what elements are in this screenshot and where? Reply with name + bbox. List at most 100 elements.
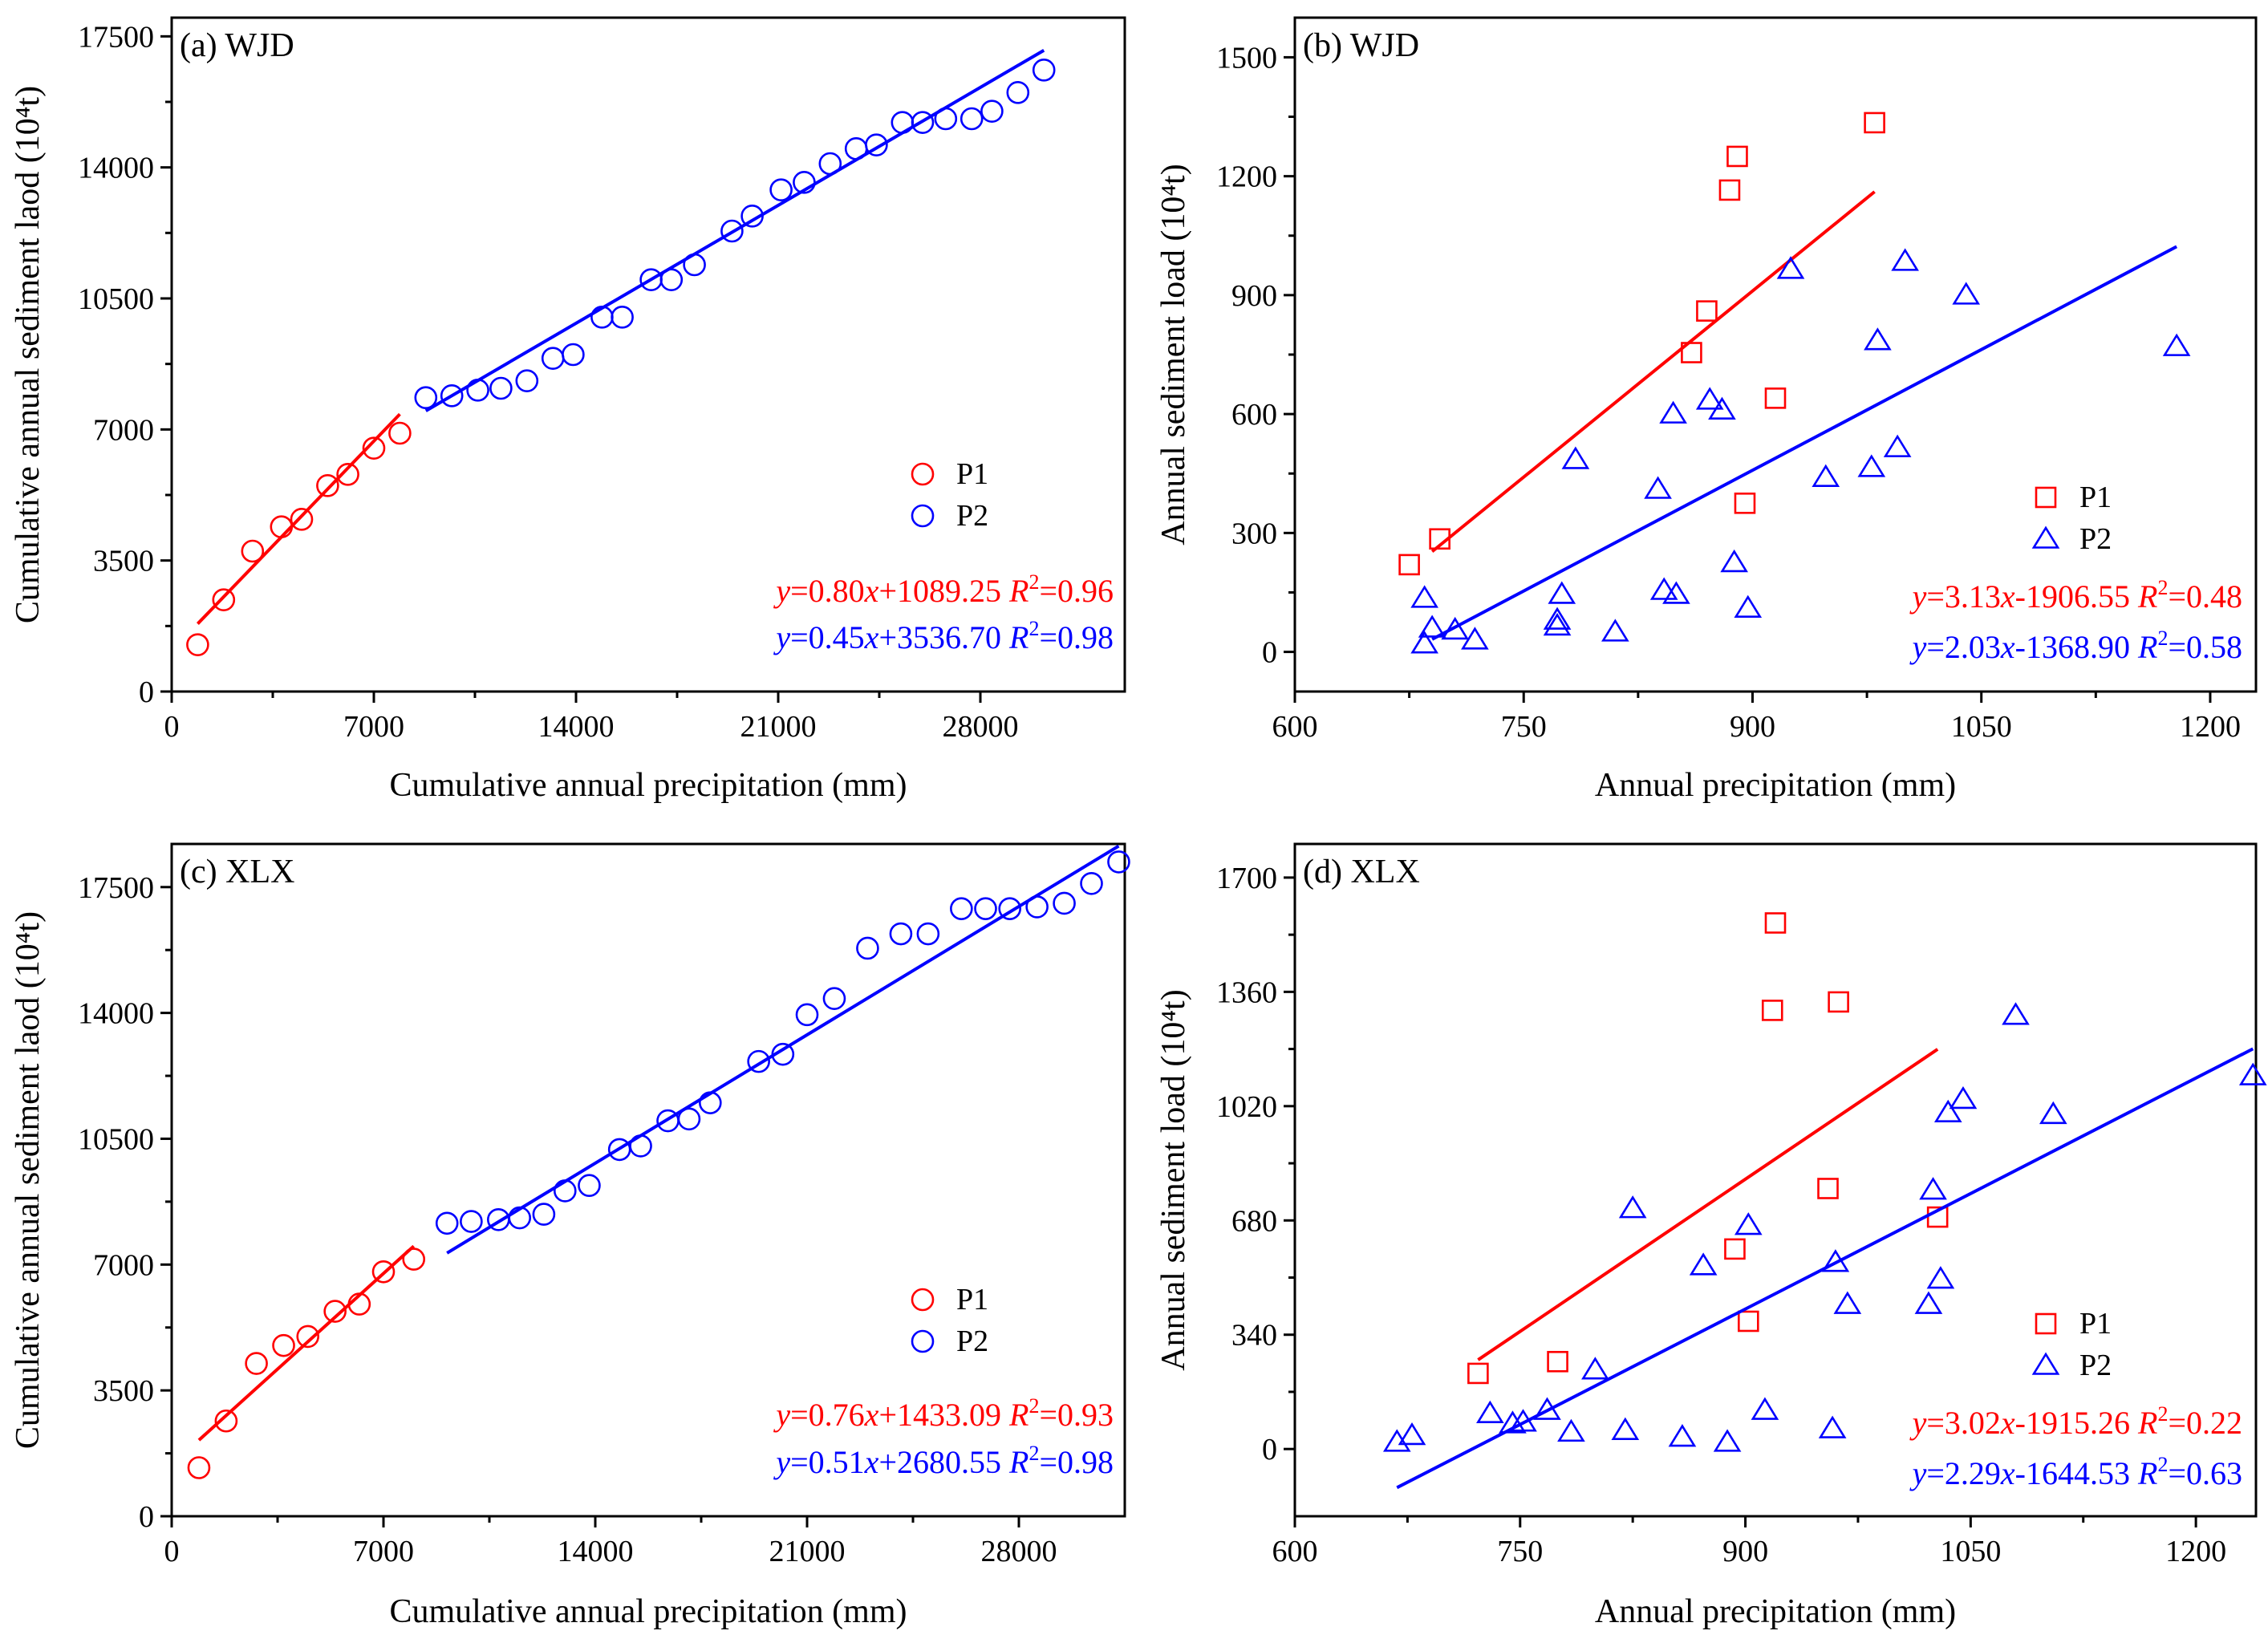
y-tick-label: 600 bbox=[1231, 398, 1277, 432]
data-point-p2 bbox=[487, 1207, 510, 1231]
data-point-p2 bbox=[1720, 549, 1748, 573]
data-point-p2 bbox=[1933, 1099, 1962, 1122]
data-point-p2 bbox=[1548, 581, 1576, 604]
equation-p1: y=3.13x-1906.55 R2=0.48 bbox=[1909, 576, 2242, 615]
data-point-p2 bbox=[1410, 585, 1438, 608]
equation-p2: y=2.29x-1644.53 R2=0.63 bbox=[1909, 1453, 2242, 1491]
data-point-p1 bbox=[1726, 145, 1748, 168]
data-point-p2 bbox=[1857, 454, 1886, 477]
x-tick-label: 1200 bbox=[2165, 1535, 2226, 1568]
r2-superscript: 2 bbox=[1029, 617, 1039, 640]
data-point-p2 bbox=[998, 897, 1021, 920]
data-point-p2 bbox=[747, 1049, 770, 1073]
y-tick-label: 1500 bbox=[1216, 41, 1277, 75]
y-tick-label: 14000 bbox=[78, 152, 154, 185]
data-point-p2 bbox=[1581, 1357, 1609, 1380]
equation-part: x bbox=[864, 1397, 879, 1433]
data-point-p2 bbox=[1543, 612, 1572, 636]
fit-line-p2 bbox=[446, 844, 1120, 1255]
data-point-p2 bbox=[1398, 1422, 1426, 1446]
equation-part: R bbox=[2137, 1455, 2157, 1491]
x-tick-label: 0 bbox=[164, 1535, 180, 1568]
x-tick-label: 7000 bbox=[353, 1535, 414, 1568]
data-point-p2 bbox=[466, 379, 489, 402]
equation-p2: y=2.03x-1368.90 R2=0.58 bbox=[1909, 627, 2242, 665]
equation-part: R bbox=[2137, 578, 2157, 615]
x-tick-label: 7000 bbox=[343, 710, 404, 744]
data-point-p1 bbox=[336, 463, 359, 486]
data-point-p2 bbox=[720, 219, 744, 243]
y-tick-label: 0 bbox=[1262, 636, 1277, 670]
y-tick-label: 1360 bbox=[1216, 976, 1277, 1009]
data-point-p1 bbox=[1681, 342, 1702, 363]
y-tick-label: 900 bbox=[1231, 279, 1277, 313]
data-point-p1 bbox=[1718, 179, 1741, 201]
data-point-p2 bbox=[1659, 400, 1687, 424]
data-point-p2 bbox=[1662, 581, 1690, 604]
x-axis-title: Annual precipitation (mm) bbox=[1595, 1593, 1956, 1630]
legend-label-p1: P1 bbox=[2079, 481, 2112, 514]
data-point-p1 bbox=[1734, 492, 1756, 514]
data-point-p2 bbox=[856, 936, 879, 960]
equation-part: =3.02 bbox=[1926, 1405, 2001, 1441]
data-point-p1 bbox=[245, 1352, 268, 1375]
data-point-p2 bbox=[950, 897, 973, 920]
y-tick-label: 0 bbox=[139, 675, 154, 709]
data-point-p1 bbox=[1696, 300, 1718, 322]
x-axis-title: Cumulative annual precipitation (mm) bbox=[390, 767, 907, 804]
data-point-p1 bbox=[1398, 554, 1420, 576]
y-axis-title: Annual sediment load (10⁴t) bbox=[1155, 164, 1192, 545]
data-point-p1 bbox=[1724, 1238, 1746, 1260]
data-point-p1 bbox=[323, 1300, 347, 1323]
equation-p2: y=0.45x+3536.70 R2=0.98 bbox=[773, 617, 1114, 655]
data-point-p2 bbox=[1025, 895, 1049, 919]
equation-p1: y=0.80x+1089.25 R2=0.96 bbox=[773, 570, 1114, 609]
data-point-p2 bbox=[515, 369, 539, 392]
data-point-p1 bbox=[1828, 991, 1849, 1013]
data-point-p2 bbox=[562, 343, 585, 367]
equation-part: R bbox=[1008, 619, 1029, 655]
x-tick-label: 1050 bbox=[1951, 710, 2012, 744]
data-point-p2 bbox=[1418, 615, 1446, 638]
series-p1 bbox=[187, 1244, 426, 1479]
equation-part: R bbox=[1008, 1397, 1029, 1433]
legend-label-p1: P1 bbox=[956, 1283, 988, 1316]
equation-part: +2680.55 bbox=[878, 1444, 1009, 1480]
data-point-p2 bbox=[1618, 1195, 1647, 1219]
y-tick-label: 17500 bbox=[78, 871, 154, 905]
equation-part: -1644.53 bbox=[2015, 1455, 2138, 1491]
data-point-p2 bbox=[1561, 446, 1590, 469]
x-tick-label: 28000 bbox=[981, 1535, 1057, 1568]
data-point-p2 bbox=[793, 171, 816, 194]
series-p2 bbox=[435, 844, 1130, 1255]
data-point-p1 bbox=[1761, 1000, 1783, 1021]
data-point-p2 bbox=[1080, 871, 1103, 895]
r2-superscript: 2 bbox=[1029, 1442, 1039, 1465]
panel-c: 0 7000 14000 21000 28000 0 3500 7000 10500 14000 1… bbox=[10, 842, 1130, 1630]
panel-title: (b) WJD bbox=[1303, 27, 1419, 64]
data-point-p2 bbox=[1734, 1212, 1763, 1235]
data-point-p2 bbox=[1952, 282, 1981, 305]
data-point-p2 bbox=[916, 922, 940, 946]
data-point-p2 bbox=[1776, 256, 1805, 279]
data-point-p2 bbox=[440, 384, 464, 408]
y-axis-title: Cumulative annual sediment laod (10⁴t) bbox=[10, 86, 47, 623]
equation-part: x bbox=[2000, 1455, 2015, 1491]
equation-part: =0.76 bbox=[790, 1397, 865, 1433]
x-tick-label: 750 bbox=[1501, 710, 1547, 744]
data-point-p2 bbox=[891, 111, 915, 134]
data-point-p1 bbox=[212, 588, 236, 611]
y-tick-label: 7000 bbox=[93, 413, 154, 447]
data-point-p1 bbox=[296, 1324, 320, 1349]
plot-frame bbox=[170, 16, 1126, 693]
legend-label-p2: P2 bbox=[956, 499, 988, 533]
data-point-p1 bbox=[270, 515, 294, 538]
equation-part: y bbox=[1909, 578, 1927, 615]
legend-marker-p1 bbox=[911, 462, 935, 486]
series-p2 bbox=[1410, 245, 2191, 654]
y-axis-title: Cumulative annual sediment laod (10⁴t) bbox=[10, 911, 47, 1449]
legend-marker-p2 bbox=[911, 1329, 935, 1353]
legend-label-p1: P1 bbox=[956, 457, 988, 491]
data-point-p2 bbox=[677, 1107, 701, 1131]
y-tick-label: 3500 bbox=[93, 545, 154, 578]
